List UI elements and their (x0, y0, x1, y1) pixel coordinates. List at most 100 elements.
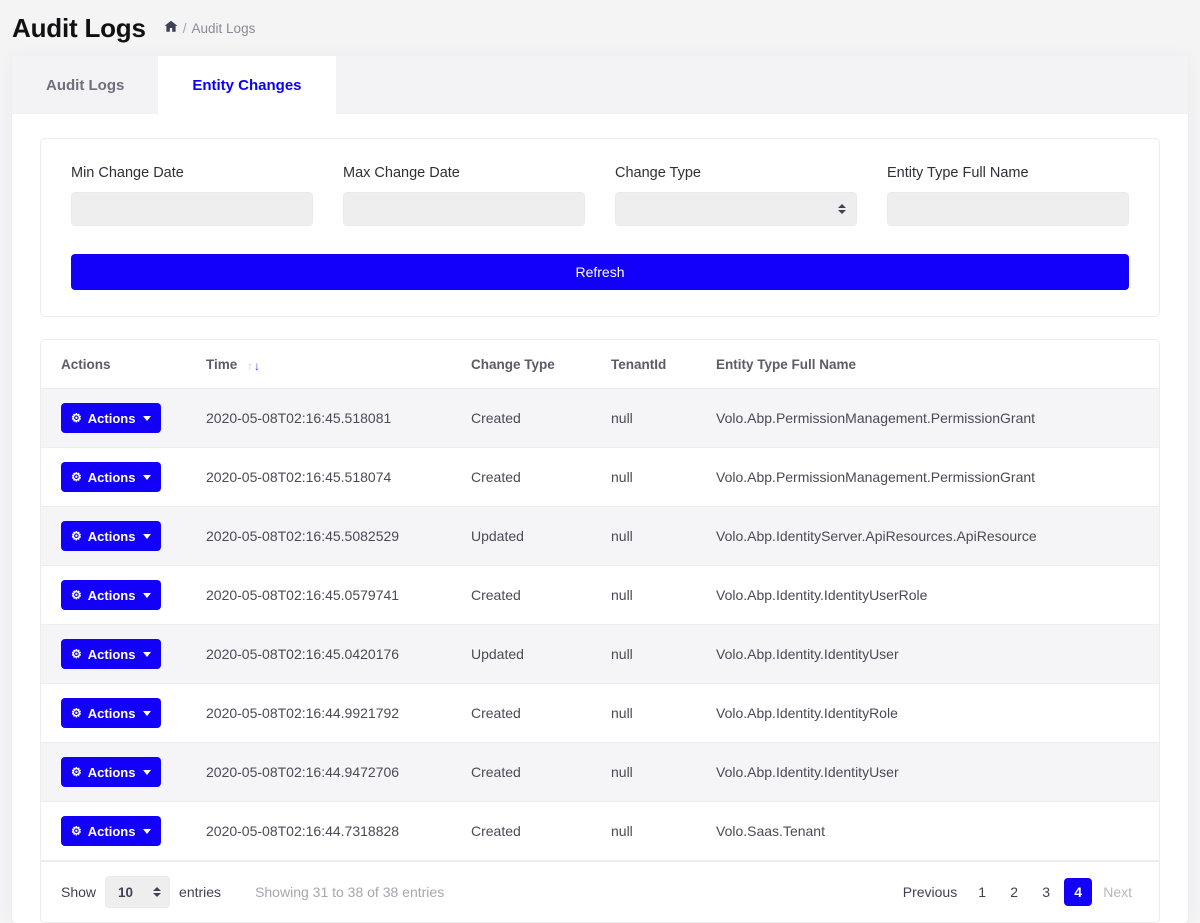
breadcrumb-current: Audit Logs (191, 20, 256, 36)
cell-tenant-id: null (611, 801, 716, 862)
cell-time: 2020-05-08T02:16:44.9472706 (206, 742, 471, 803)
max-change-date-input[interactable] (343, 192, 585, 227)
chevron-down-icon (143, 769, 152, 775)
cell-change-type: Created (471, 447, 611, 508)
row-actions-label: Actions (87, 646, 136, 662)
sort-ascending-icon: ↑ (247, 359, 254, 374)
table-row: ⚙ Actions 2020-05-08T02:16:45.518074 Create… (41, 447, 1159, 508)
breadcrumb: / Audit Logs (164, 20, 256, 36)
cell-tenant-id: null (611, 683, 716, 744)
cell-actions: ⚙ Actions (41, 683, 206, 744)
cell-change-type: Created (471, 683, 611, 744)
row-actions-label: Actions (87, 410, 136, 426)
label-min-change-date: Min Change Date (71, 165, 184, 181)
cell-time: 2020-05-08T02:16:44.7318828 (206, 801, 471, 862)
row-actions-label: Actions (87, 469, 136, 485)
tab-panel-entity-changes: Min Change Date Max Change Date Change T… (12, 114, 1188, 923)
row-actions-label: Actions (87, 528, 136, 544)
chevron-down-icon (143, 474, 152, 480)
label-entity-type-full-name: Entity Type Full Name (887, 165, 1029, 181)
filter-row: Min Change Date Max Change Date Change T… (71, 165, 1129, 227)
pagination: Previous 1 2 3 4 Next (896, 878, 1139, 907)
tab-audit-logs[interactable]: Audit Logs (46, 76, 125, 94)
gear-icon: ⚙ (71, 470, 82, 485)
gear-icon: ⚙ (71, 647, 82, 662)
cell-tenant-id: null (611, 388, 716, 449)
cell-entity-type-full-name: Volo.Saas.Tenant (716, 801, 1159, 862)
breadcrumb-separator: / (182, 20, 187, 36)
cell-time: 2020-05-08T02:16:45.0420176 (206, 624, 471, 685)
pagination-page-3[interactable]: 3 (1042, 884, 1051, 901)
row-actions-label: Actions (87, 764, 136, 780)
table-row: ⚙ Actions 2020-05-08T02:16:45.5082529 Updat… (41, 506, 1159, 567)
pagination-previous[interactable]: Previous (902, 884, 958, 901)
table-row: ⚙ Actions 2020-05-08T02:16:44.9472706 Creat… (41, 742, 1159, 803)
column-header-time[interactable]: Time ↑ ↓ (206, 340, 471, 390)
row-actions-button[interactable]: ⚙ Actions (61, 639, 162, 670)
cell-actions: ⚙ Actions (41, 565, 206, 626)
gear-icon: ⚙ (71, 588, 82, 603)
gear-icon: ⚙ (71, 411, 82, 426)
tab-entity-changes[interactable]: Entity Changes (158, 56, 336, 114)
cell-time: 2020-05-08T02:16:45.0579741 (206, 565, 471, 626)
table-head: Actions Time ↑ ↓ Change Type TenantId En… (41, 340, 1159, 390)
cell-entity-type-full-name: Volo.Abp.IdentityServer.ApiResources.Api… (716, 506, 1159, 567)
field-min-change-date: Min Change Date (71, 165, 313, 227)
chevron-down-icon (143, 592, 152, 598)
page-length-control: Show 102550100 entries (61, 876, 221, 909)
cell-actions: ⚙ Actions (41, 447, 206, 508)
column-header-actions: Actions (41, 340, 206, 390)
change-type-select[interactable]: CreatedUpdatedDeleted (615, 192, 857, 227)
refresh-button[interactable]: Refresh (71, 254, 1129, 291)
row-actions-button[interactable]: ⚙ Actions (61, 816, 162, 847)
tab-bar: Audit Logs Entity Changes (12, 56, 1188, 114)
column-header-entity-type-full-name: Entity Type Full Name (716, 340, 1159, 390)
pagination-page-4[interactable]: 4 (1064, 878, 1093, 907)
row-actions-button[interactable]: ⚙ Actions (61, 462, 162, 493)
row-actions-button[interactable]: ⚙ Actions (61, 403, 162, 434)
pagination-page-1[interactable]: 1 (978, 884, 987, 901)
column-header-tenant-id: TenantId (611, 340, 716, 390)
table-row: ⚙ Actions 2020-05-08T02:16:44.7318828 Creat… (41, 801, 1159, 862)
cell-change-type: Created (471, 388, 611, 449)
gear-icon: ⚙ (71, 824, 82, 839)
cell-change-type: Updated (471, 506, 611, 567)
home-icon[interactable] (164, 20, 178, 36)
field-max-change-date: Max Change Date (343, 165, 585, 227)
label-change-type: Change Type (615, 165, 701, 181)
min-change-date-input[interactable] (71, 192, 313, 227)
gear-icon: ⚙ (71, 706, 82, 721)
entity-changes-table: Actions Time ↑ ↓ Change Type TenantId En… (41, 340, 1159, 862)
table-body: ⚙ Actions 2020-05-08T02:16:45.518081 Create… (41, 388, 1159, 862)
row-actions-button[interactable]: ⚙ Actions (61, 580, 162, 611)
cell-time: 2020-05-08T02:16:44.9921792 (206, 683, 471, 744)
chevron-down-icon (143, 828, 152, 834)
page-title: Audit Logs (12, 13, 146, 43)
cell-actions: ⚙ Actions (41, 506, 206, 567)
pagination-page-2[interactable]: 2 (1010, 884, 1019, 901)
cell-entity-type-full-name: Volo.Abp.PermissionManagement.Permission… (716, 447, 1159, 508)
column-header-time-label: Time (206, 357, 238, 373)
table-row: ⚙ Actions 2020-05-08T02:16:45.518081 Create… (41, 388, 1159, 449)
row-actions-label: Actions (87, 587, 136, 603)
chevron-down-icon (143, 533, 152, 539)
gear-icon: ⚙ (71, 765, 82, 780)
cell-change-type: Created (471, 801, 611, 862)
sort-descending-icon: ↓ (254, 359, 261, 374)
row-actions-button[interactable]: ⚙ Actions (61, 698, 162, 729)
row-actions-label: Actions (87, 705, 136, 721)
table-row: ⚙ Actions 2020-05-08T02:16:45.0579741 Creat… (41, 565, 1159, 626)
row-actions-button[interactable]: ⚙ Actions (61, 521, 162, 552)
entity-type-full-name-input[interactable] (887, 192, 1129, 227)
row-actions-label: Actions (87, 823, 136, 839)
chevron-down-icon (143, 710, 152, 716)
cell-change-type: Updated (471, 624, 611, 685)
show-label: Show (61, 884, 97, 901)
table-header-row: Actions Time ↑ ↓ Change Type TenantId En… (41, 340, 1159, 390)
table-row: ⚙ Actions 2020-05-08T02:16:45.0420176 Updat… (41, 624, 1159, 685)
page-length-select[interactable]: 102550100 (105, 876, 171, 909)
chevron-down-icon (143, 651, 152, 657)
sort-toggle-icon[interactable]: ↑ ↓ (247, 360, 260, 372)
table-row: ⚙ Actions 2020-05-08T02:16:44.9921792 Creat… (41, 683, 1159, 744)
row-actions-button[interactable]: ⚙ Actions (61, 757, 162, 788)
